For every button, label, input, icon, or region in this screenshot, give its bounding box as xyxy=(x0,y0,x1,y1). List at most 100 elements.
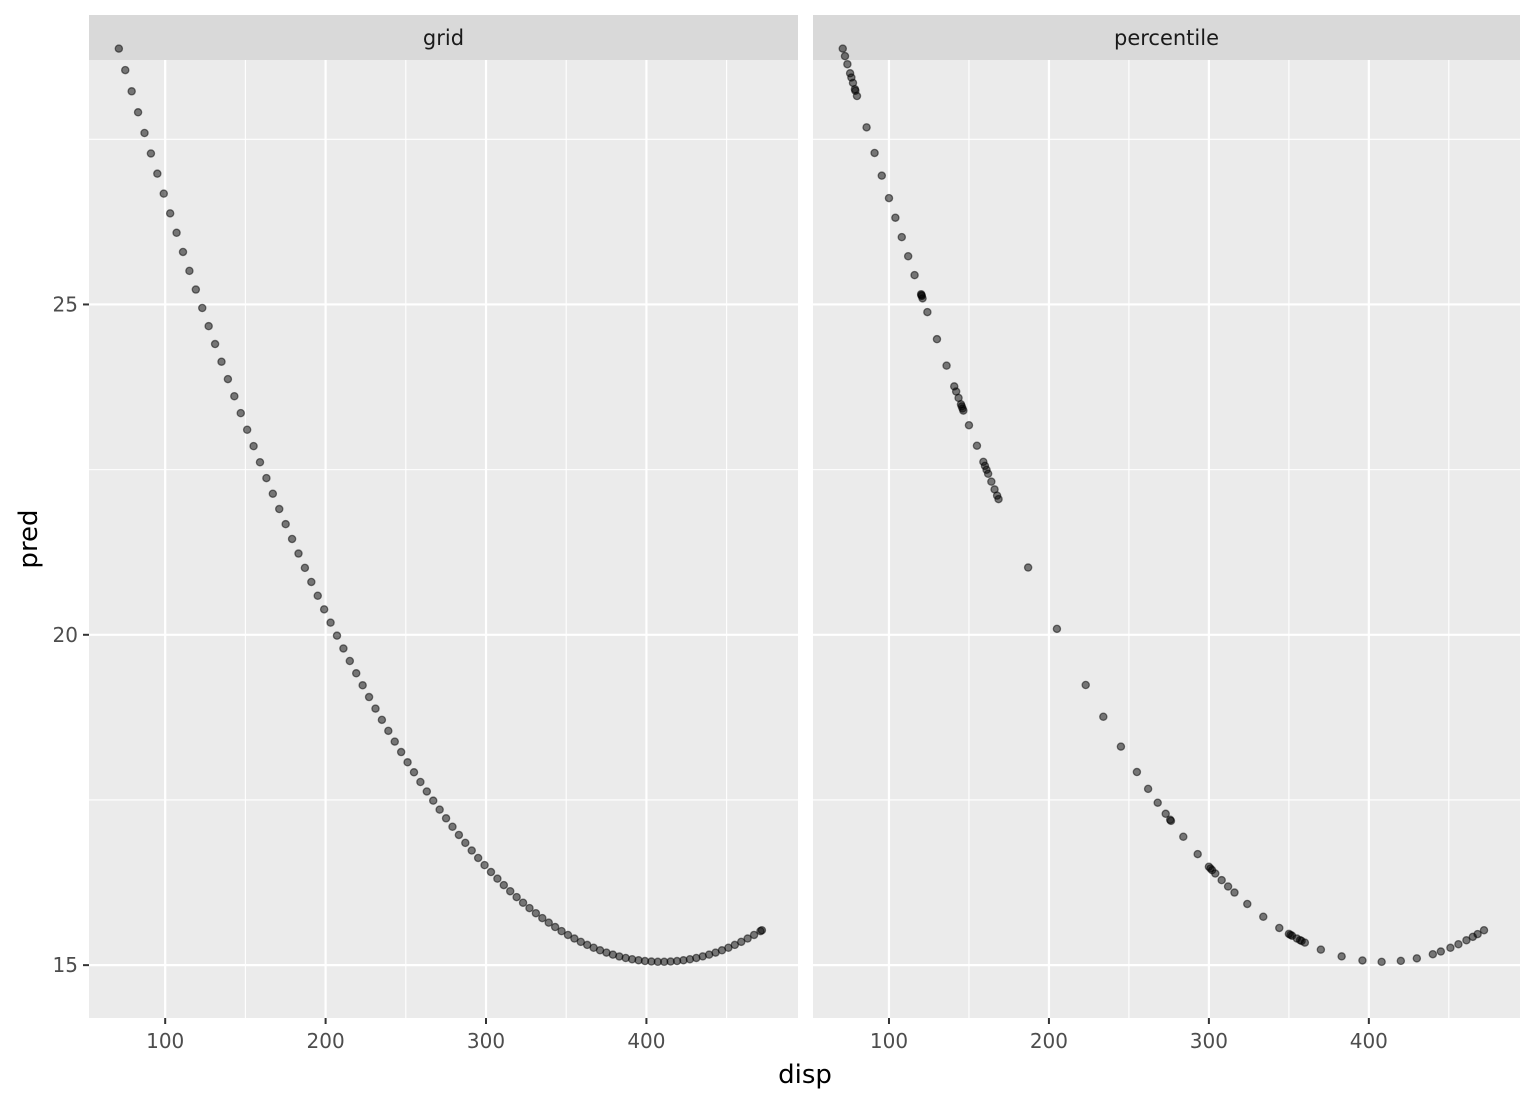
data-point xyxy=(1223,882,1233,891)
data-point xyxy=(454,830,464,840)
data-point xyxy=(461,838,470,848)
x-tick-label: 300 xyxy=(467,1029,505,1053)
panel-background-grid xyxy=(89,60,798,1018)
data-point xyxy=(512,892,521,902)
data-point xyxy=(1023,563,1033,572)
data-point xyxy=(236,408,245,418)
data-point xyxy=(505,886,515,896)
data-point xyxy=(1473,929,1482,939)
data-point xyxy=(204,321,213,331)
data-point xyxy=(390,737,399,746)
data-point xyxy=(518,898,528,907)
data-point xyxy=(1166,816,1176,826)
data-point xyxy=(274,504,284,514)
data-point xyxy=(1179,832,1188,842)
data-point xyxy=(332,631,342,640)
data-point xyxy=(210,339,220,349)
data-point xyxy=(178,247,188,257)
data-point xyxy=(736,937,746,947)
y-tick-label: 20 xyxy=(53,623,78,647)
data-point xyxy=(191,285,201,294)
data-point xyxy=(531,908,541,918)
data-point xyxy=(197,303,207,313)
strip-label-grid: grid xyxy=(423,26,464,50)
data-point xyxy=(538,913,547,923)
data-point xyxy=(435,805,444,814)
data-point xyxy=(1446,943,1455,953)
data-point xyxy=(884,193,894,203)
strip-background-grid xyxy=(89,15,798,60)
data-point xyxy=(1217,875,1226,885)
data-point xyxy=(903,251,913,261)
x-axis-grid: 100 200 300 400 xyxy=(146,1018,666,1053)
data-point xyxy=(396,747,406,757)
data-point xyxy=(891,213,900,222)
data-point xyxy=(1479,925,1489,935)
data-point xyxy=(313,591,322,601)
data-point xyxy=(172,228,181,238)
data-point xyxy=(371,704,380,713)
x-tick-label: 100 xyxy=(146,1029,184,1053)
data-point xyxy=(843,59,852,69)
data-point xyxy=(153,169,162,178)
data-point xyxy=(1412,954,1422,963)
data-point xyxy=(1161,809,1170,819)
data-point xyxy=(897,232,907,242)
data-point xyxy=(364,692,374,702)
data-point xyxy=(1275,923,1284,933)
x-tick-label: 400 xyxy=(1350,1029,1388,1053)
data-point xyxy=(441,814,451,823)
data-point xyxy=(377,715,387,725)
panel-background-percentile xyxy=(813,60,1520,1018)
data-point xyxy=(114,44,124,53)
x-tick-label: 300 xyxy=(1190,1029,1228,1053)
data-point xyxy=(550,922,560,932)
data-point xyxy=(486,867,496,877)
data-point xyxy=(1230,888,1239,897)
data-point xyxy=(448,822,457,832)
data-point xyxy=(159,189,168,198)
data-point xyxy=(1454,940,1463,949)
data-point xyxy=(987,477,996,486)
x-tick-label: 200 xyxy=(1030,1029,1068,1053)
y-tick-label: 15 xyxy=(53,953,78,977)
data-point xyxy=(133,108,143,117)
strip-background-percentile xyxy=(813,15,1520,60)
data-point xyxy=(287,534,297,544)
data-point xyxy=(852,91,862,101)
data-point xyxy=(1143,784,1153,794)
data-point xyxy=(146,149,156,158)
data-point xyxy=(838,44,848,53)
data-point xyxy=(499,880,509,890)
data-point xyxy=(358,681,367,690)
data-point xyxy=(1436,947,1446,956)
data-point xyxy=(942,361,951,370)
data-point xyxy=(923,307,932,317)
gridlines-grid xyxy=(89,60,798,1018)
data-point xyxy=(416,777,425,787)
data-point xyxy=(972,441,982,450)
data-point xyxy=(749,930,759,940)
strip-label-percentile: percentile xyxy=(1114,26,1219,50)
data-point xyxy=(319,605,329,614)
data-point xyxy=(1377,957,1386,967)
data-point xyxy=(185,266,194,276)
data-point xyxy=(262,473,271,483)
panel-grid: grid xyxy=(89,15,798,1018)
data-point xyxy=(743,934,752,943)
data-point xyxy=(281,519,290,529)
data-point xyxy=(570,934,579,943)
data-point xyxy=(1243,899,1252,909)
data-point xyxy=(910,270,919,280)
data-point xyxy=(862,123,871,132)
data-point xyxy=(242,425,252,434)
data-point xyxy=(994,494,1003,504)
data-point xyxy=(964,420,974,430)
x-axis-percentile: 100 200 300 400 xyxy=(870,1018,1388,1053)
data-point xyxy=(422,787,432,796)
data-point xyxy=(339,644,348,653)
data-point xyxy=(409,768,419,777)
data-point xyxy=(1193,849,1202,859)
data-point xyxy=(140,128,149,138)
data-point xyxy=(1116,742,1126,751)
